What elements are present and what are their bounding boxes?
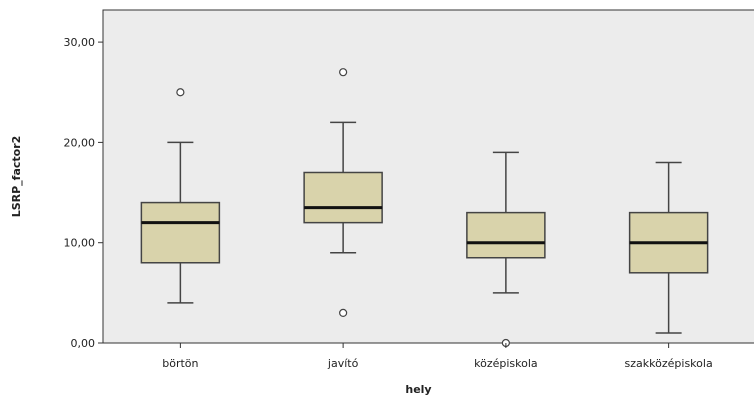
x-tick-label: börtön [162,357,198,370]
box-group [466,151,546,348]
box [140,201,221,264]
box [303,171,383,224]
y-tick-label: 20,00 [64,136,96,149]
x-tick-label: középiskola [474,357,538,370]
y-axis: 0,00 10,00 20,00 30,00 [64,36,103,350]
y-tick-label: 10,00 [64,237,96,250]
x-axis-title: hely [405,383,431,396]
x-axis: börtön javító középiskola szakközépiskola [162,343,713,370]
box-group [140,88,221,304]
boxes-layer [140,68,709,348]
outlier-point [176,88,185,97]
outlier-point [339,68,348,77]
outlier-point [339,308,348,318]
y-tick-label: 0,00 [71,337,96,350]
box-group [303,68,383,318]
plot-area [102,9,754,344]
box-group [628,161,709,334]
x-tick-label: javító [327,357,359,370]
y-axis-title: LSRP_factor2 [10,136,23,218]
box [466,211,546,259]
x-tick-label: szakközépiskola [625,357,713,370]
y-tick-label: 30,00 [64,36,96,49]
